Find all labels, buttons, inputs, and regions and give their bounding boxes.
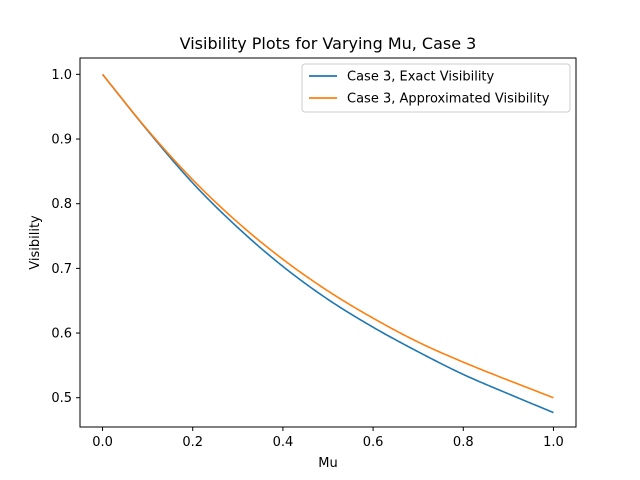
plot-series — [101, 73, 554, 414]
x-tick-label: 0.8 — [453, 435, 474, 450]
legend: Case 3, Exact Visibility Case 3, Approxim… — [301, 63, 571, 113]
x-tick-label: 0.0 — [92, 435, 113, 450]
chart-title: Visibility Plots for Varying Mu, Case 3 — [180, 34, 477, 53]
x-axis-ticks: 0.0 0.2 0.4 0.6 0.8 1.0 — [92, 427, 564, 450]
series-line-2 — [101, 73, 554, 399]
x-tick-label: 0.2 — [182, 435, 203, 450]
legend-label-2: Case 3, Approximated Visibility — [347, 92, 550, 107]
y-axis-ticks: 0.5 0.6 0.7 0.8 0.9 1.0 — [51, 68, 80, 406]
x-tick-label: 1.0 — [543, 435, 564, 450]
y-tick-label: 1.0 — [51, 68, 72, 83]
y-tick-label: 0.7 — [51, 262, 72, 277]
legend-box — [301, 63, 571, 113]
x-axis-label: Mu — [318, 456, 337, 471]
y-tick-label: 0.5 — [51, 391, 72, 406]
y-tick-label: 0.9 — [51, 133, 72, 148]
plot-frame — [79, 57, 577, 428]
y-tick-label: 0.8 — [51, 197, 72, 212]
legend-label-1: Case 3, Exact Visibility — [347, 70, 495, 85]
y-axis-label: Visibility — [28, 215, 43, 270]
y-tick-label: 0.6 — [51, 327, 72, 342]
x-tick-label: 0.4 — [273, 435, 294, 450]
x-tick-label: 0.6 — [363, 435, 384, 450]
series-line-1 — [101, 73, 554, 414]
